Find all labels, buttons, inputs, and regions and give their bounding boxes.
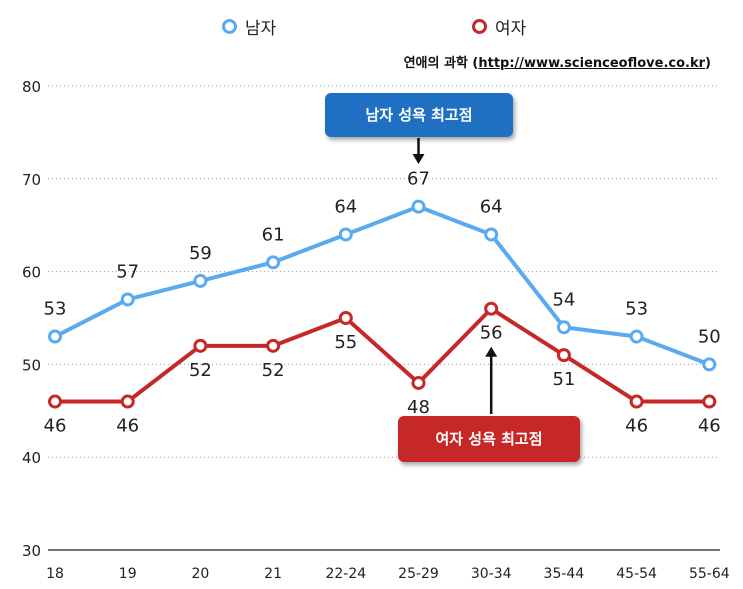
source-credit: 연애의 과학 (http://www.scienceoflove.co.kr)	[404, 52, 711, 71]
data-point	[120, 394, 135, 409]
data-label: 56	[480, 323, 503, 344]
series-line-0	[54, 204, 711, 367]
data-label: 51	[552, 369, 575, 390]
data-point	[484, 227, 499, 242]
data-point	[266, 338, 281, 353]
data-label: 64	[334, 196, 357, 217]
data-label: 55	[334, 332, 357, 353]
data-label: 54	[552, 289, 575, 310]
data-point	[338, 311, 353, 325]
legend-marker-male	[222, 19, 237, 34]
x-tick-label: 21	[264, 566, 282, 582]
x-tick-label: 55-64	[689, 566, 730, 582]
x-tick-label: 35-44	[544, 566, 585, 582]
data-point	[338, 227, 353, 242]
source-prefix: 연애의 과학 (	[403, 56, 479, 71]
y-tick-label: 30	[22, 542, 41, 560]
data-label: 59	[189, 243, 212, 264]
callout-male-peak: 남자 성욕 최고점	[325, 93, 513, 137]
data-point	[48, 394, 62, 409]
data-point	[120, 292, 135, 307]
male-arrow-head	[412, 154, 425, 164]
data-point	[556, 320, 571, 335]
y-tick-label: 50	[22, 356, 41, 374]
data-point	[193, 273, 208, 288]
data-label: 53	[44, 299, 67, 320]
x-tick-label: 18	[46, 566, 64, 582]
data-label: 46	[116, 416, 139, 437]
legend-label-female: 여자	[495, 19, 527, 39]
x-tick-label: 19	[119, 566, 137, 582]
data-label: 50	[698, 326, 721, 347]
data-point	[702, 394, 717, 409]
data-point	[48, 329, 62, 344]
legend-item-female: 여자	[472, 14, 526, 39]
y-tick-label: 40	[22, 449, 41, 467]
callout-arrows	[412, 138, 498, 414]
legend-label-male: 남자	[245, 19, 277, 39]
data-label: 48	[407, 397, 430, 418]
data-point	[556, 348, 571, 363]
x-tick-label: 22-24	[325, 566, 366, 582]
data-label: 67	[407, 169, 430, 190]
callout-female-peak: 여자 성욕 최고점	[398, 416, 580, 462]
x-tick-label: 25-29	[398, 566, 439, 582]
female-arrow-head	[485, 346, 498, 357]
x-axis: 18 19 20 21 22-24 25-29 30-34 35-44 45-54 55-64	[46, 549, 730, 582]
callout-female-label: 여자 성욕 최고점	[435, 430, 543, 448]
data-point	[484, 301, 499, 316]
series-group: 53 57 59 61 64 67 64 54 53 50 46 46 52 52 55 48 56 51 46 46	[44, 169, 721, 437]
x-tick-label: 20	[191, 566, 209, 582]
y-tick-label: 60	[22, 264, 41, 282]
y-tick-label: 70	[22, 171, 41, 189]
legend-marker-female	[472, 19, 487, 34]
data-point	[411, 199, 426, 214]
data-label: 64	[480, 196, 503, 217]
data-point	[702, 357, 717, 372]
data-label: 46	[625, 416, 648, 437]
data-point	[629, 394, 644, 409]
data-label: 46	[698, 416, 721, 437]
series-line-1	[55, 306, 710, 404]
source-suffix: )	[705, 56, 711, 71]
source-url[interactable]: http://www.scienceoflove.co.kr	[478, 56, 706, 71]
data-point	[411, 375, 426, 390]
data-label: 61	[262, 224, 285, 245]
x-tick-label: 45-54	[616, 566, 657, 582]
y-axis: 30 40 50 60 70 80	[22, 78, 41, 560]
data-point	[193, 338, 208, 353]
data-point	[266, 255, 281, 270]
x-tick-label: 30-34	[471, 566, 512, 582]
legend-item-male: 남자	[222, 14, 276, 39]
data-label: 52	[189, 360, 212, 381]
callout-male-label: 남자 성욕 최고점	[365, 106, 473, 124]
data-point	[629, 329, 644, 344]
data-label: 52	[262, 360, 285, 381]
data-label: 53	[625, 299, 648, 320]
y-tick-label: 80	[22, 78, 41, 96]
grid-lines	[48, 85, 720, 458]
data-label: 57	[116, 261, 139, 282]
data-label: 46	[44, 416, 67, 437]
